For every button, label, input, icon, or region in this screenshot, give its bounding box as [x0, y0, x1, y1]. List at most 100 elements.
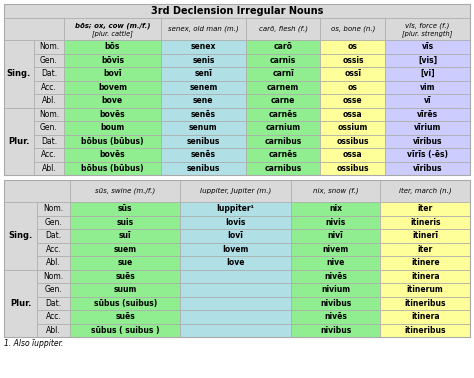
Bar [64, 161, 161, 175]
Bar [37, 243, 70, 256]
Text: ossa: ossa [343, 110, 363, 119]
Bar [161, 54, 246, 67]
Text: nivem: nivem [322, 245, 349, 254]
Bar [37, 283, 70, 296]
Bar [385, 54, 470, 67]
Bar [291, 324, 380, 337]
Text: nivis: nivis [326, 218, 346, 227]
Text: carnem: carnem [267, 83, 299, 92]
Text: itineris: itineris [410, 218, 440, 227]
Bar [70, 283, 181, 296]
Bar [37, 270, 70, 283]
Bar [380, 229, 470, 243]
Text: Plur.: Plur. [10, 299, 31, 308]
Text: bovem: bovem [98, 83, 127, 92]
Bar [64, 67, 161, 81]
Text: Iuppiter¹: Iuppiter¹ [217, 204, 255, 213]
Text: [plur. strength]: [plur. strength] [402, 30, 453, 37]
Bar [37, 256, 70, 270]
Bar [291, 310, 380, 324]
Bar [64, 94, 161, 107]
Bar [70, 324, 181, 337]
Text: Iovem: Iovem [222, 245, 249, 254]
Text: sūs: sūs [118, 204, 133, 213]
Bar [4, 202, 37, 270]
Bar [385, 135, 470, 148]
Text: nix: nix [329, 204, 342, 213]
Bar [246, 40, 320, 54]
Bar [291, 270, 380, 283]
Bar [380, 215, 470, 229]
Bar [34, 107, 64, 121]
Text: sene: sene [193, 96, 214, 105]
Text: itinera: itinera [411, 272, 439, 281]
Bar [246, 54, 320, 67]
Text: vī: vī [424, 96, 431, 105]
Text: Abl.: Abl. [42, 164, 56, 173]
Bar [37, 229, 70, 243]
Text: carnēs: carnēs [269, 150, 298, 159]
Bar [380, 243, 470, 256]
Bar [385, 121, 470, 135]
Bar [320, 40, 385, 54]
Text: Abl.: Abl. [42, 96, 56, 105]
Bar [181, 243, 291, 256]
Bar [385, 81, 470, 94]
Text: sūs, swine (m./f.): sūs, swine (m./f.) [95, 188, 155, 194]
Bar [34, 67, 64, 81]
Text: Dat.: Dat. [41, 137, 57, 146]
Text: vīribus: vīribus [413, 137, 442, 146]
Text: bove: bove [102, 96, 123, 105]
Bar [181, 180, 291, 202]
Bar [320, 67, 385, 81]
Text: Gen.: Gen. [45, 285, 63, 294]
Text: vīrium: vīrium [414, 123, 441, 132]
Text: senēs: senēs [191, 150, 216, 159]
Text: ossa: ossa [343, 150, 363, 159]
Bar [64, 81, 161, 94]
Text: Sing.: Sing. [9, 231, 33, 240]
Text: Nom.: Nom. [39, 110, 59, 119]
Text: senibus: senibus [187, 164, 220, 173]
Bar [320, 18, 385, 40]
Text: suēs: suēs [116, 272, 135, 281]
Bar [64, 54, 161, 67]
Bar [291, 229, 380, 243]
Text: Gen.: Gen. [40, 56, 58, 65]
Bar [246, 161, 320, 175]
Bar [385, 40, 470, 54]
Bar [70, 296, 181, 310]
Bar [34, 148, 64, 161]
Bar [385, 18, 470, 40]
Text: os: os [348, 42, 358, 51]
Text: senēs: senēs [191, 110, 216, 119]
Bar [161, 40, 246, 54]
Bar [246, 135, 320, 148]
Text: sūbus (suibus): sūbus (suibus) [94, 299, 157, 308]
Bar [320, 94, 385, 107]
Bar [291, 202, 380, 215]
Text: os, bone (n.): os, bone (n.) [331, 26, 375, 32]
Bar [380, 324, 470, 337]
Bar [320, 121, 385, 135]
Text: Acc.: Acc. [41, 150, 57, 159]
Bar [161, 94, 246, 107]
Bar [380, 283, 470, 296]
Bar [64, 121, 161, 135]
Bar [380, 256, 470, 270]
Text: ossibus: ossibus [337, 137, 369, 146]
Text: carō, flesh (f.): carō, flesh (f.) [259, 26, 308, 32]
Text: Acc.: Acc. [46, 245, 62, 254]
Bar [34, 40, 64, 54]
Bar [161, 81, 246, 94]
Bar [385, 148, 470, 161]
Text: nivī: nivī [328, 231, 344, 240]
Bar [64, 40, 161, 54]
Bar [70, 256, 181, 270]
Bar [385, 94, 470, 107]
Text: Iovis: Iovis [226, 218, 246, 227]
Bar [385, 161, 470, 175]
Text: itineribus: itineribus [404, 299, 446, 308]
Text: carnium: carnium [265, 123, 301, 132]
Text: itinerī: itinerī [412, 231, 438, 240]
